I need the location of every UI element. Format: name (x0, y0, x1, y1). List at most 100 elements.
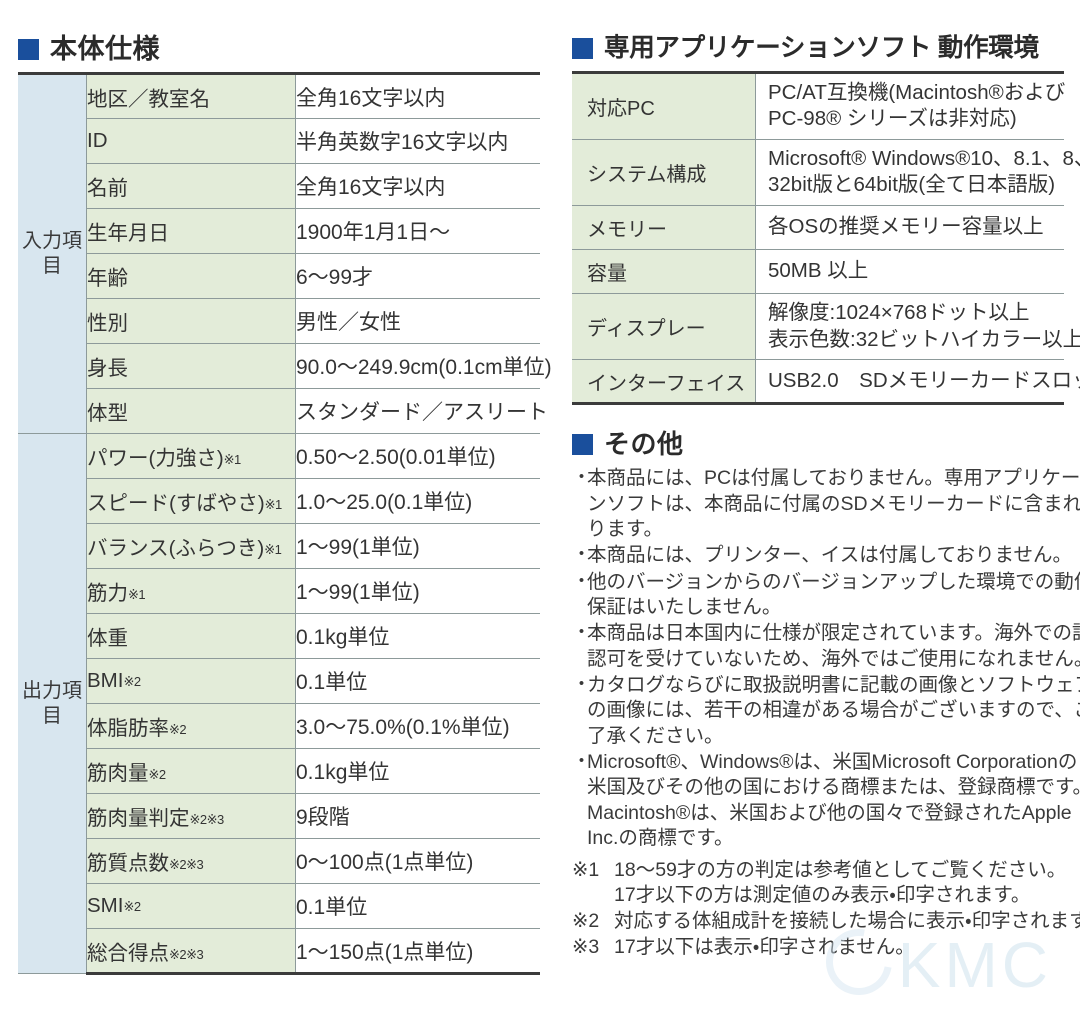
other-heading-text: その他 (604, 429, 684, 460)
row-group-output: 出力項目 (18, 433, 87, 974)
row-value: PC/AT互換機(Macintosh®および PC-98® シリーズは非対応) (755, 70, 1065, 140)
row-value: 0.1単位 (295, 883, 540, 929)
table-row: ディスプレー 解像度:1024×768ドット以上 表示色数:32ビットハイカラー… (572, 293, 1080, 361)
blue-square-marker-icon (572, 433, 593, 455)
row-value: 全角16文字以内 (295, 72, 540, 119)
row-label: 筋肉量判定※2※3 (86, 793, 296, 839)
table-row: 筋質点数※2※3 0〜100点(1点単位) (18, 838, 540, 884)
table-row: 生年月日 1900年1月1日〜 (18, 208, 540, 254)
table-row: 体型 スタンダード／アスリート (18, 388, 548, 434)
row-value: 全角16文字以内 (295, 163, 540, 209)
blue-square-marker-icon (18, 39, 39, 60)
row-group-input: 入力項目 (18, 72, 87, 434)
table-row: メモリー 各OSの推奨メモリー容量以上 (572, 205, 1064, 251)
row-value: 男性／女性 (295, 298, 540, 344)
app-env-table-body: 対応PC PC/AT互換機(Macintosh®および PC-98® シリーズは… (572, 70, 1080, 406)
row-label: メモリー (572, 205, 756, 251)
table-row: 体脂肪率※2 3.0〜75.0%(0.1%単位) (18, 703, 540, 749)
table-row: 年齢 6〜99才 (18, 253, 540, 299)
table-row: バランス(ふらつき)※1 1〜99(1単位) (18, 523, 540, 569)
bullet-dot-icon: ・ (572, 570, 592, 592)
blue-square-marker-icon (572, 38, 593, 60)
list-item: ・ 他のバージョンからのバージョンアップした環境での動作 保証はいたしません。 (572, 570, 1080, 621)
row-value: 3.0〜75.0%(0.1%単位) (295, 703, 540, 749)
row-value: 0.1kg単位 (295, 748, 540, 794)
row-label: 年齢 (86, 253, 296, 299)
list-item-text: 本商品には、プリンター、イスは付属しておりません。 (587, 544, 1072, 567)
app-env-heading-text: 専用アプリケーションソフト 動作環境 (604, 34, 1039, 62)
row-label: 筋肉量※2 (86, 748, 296, 794)
app-env-heading: 専用アプリケーションソフト 動作環境 (572, 34, 1064, 62)
row-label: スピード(すばやさ)※1 (86, 478, 296, 524)
table-row: インターフェイス USB2.0 SDメモリーカードスロット (572, 359, 1080, 406)
table-row: 出力項目 パワー(力強さ)※1 0.50〜2.50(0.01単位) (18, 433, 540, 974)
table-row: SMI※2 0.1単位 (18, 883, 540, 929)
table-row: 性別 男性／女性 (18, 298, 540, 344)
row-value: USB2.0 SDメモリーカードスロット (755, 359, 1080, 406)
bullet-dot-icon: ・ (572, 544, 592, 566)
row-value: 1〜99(1単位) (295, 523, 540, 569)
app-env-section: 専用アプリケーションソフト 動作環境 対応PC PC/AT互換機(Macinto… (572, 34, 1080, 960)
row-group-input-label: 入力項目 (22, 230, 82, 277)
footnote-text: 18〜59才の方の判定は参考値としてご覧ください。 17才以下の方は測定値のみ表… (614, 858, 1067, 907)
other-heading: その他 (572, 431, 1064, 457)
footnote-marker: ※1 (572, 858, 600, 881)
table-row: 入力項目 地区／教室名 全角16文字以内 (18, 72, 540, 434)
row-value: 9段階 (295, 793, 540, 839)
list-item-text: 本商品は日本国内に仕様が限定されています。海外での許 認可を受けていないため、海… (587, 622, 1080, 670)
row-value: 0.1単位 (295, 658, 540, 704)
row-value: 90.0〜249.9cm(0.1cm単位) (295, 343, 552, 389)
row-value: 0〜100点(1点単位) (295, 838, 540, 884)
footnote-item: ※1 18〜59才の方の判定は参考値としてご覧ください。 17才以下の方は測定値… (572, 858, 1067, 909)
row-label: 総合得点※2※3 (86, 928, 296, 975)
row-value: スタンダード／アスリート (295, 388, 548, 434)
bullet-dot-icon: ・ (572, 751, 592, 773)
list-item: ・ 本商品は日本国内に仕様が限定されています。海外での許 認可を受けていないため… (572, 621, 1080, 672)
table-row: 名前 全角16文字以内 (18, 163, 540, 209)
bullet-dot-icon: ・ (572, 622, 592, 644)
table-row: 容量 50MB 以上 (572, 249, 1064, 295)
app-env-table: 対応PC PC/AT互換機(Macintosh®および PC-98® シリーズは… (572, 70, 1080, 406)
row-label: 生年月日 (86, 208, 296, 254)
list-item-text: Microsoft®、Windows®は、米国Microsoft Corpora… (587, 751, 1080, 850)
row-label: SMI※2 (86, 883, 296, 929)
other-section: その他 ・ 本商品には、PCは付属しておりません。専用アプリケーショ ンソフトは… (572, 431, 1080, 960)
table-row: 筋力※1 1〜99(1単位) (18, 568, 540, 614)
row-label: ディスプレー (572, 293, 756, 361)
list-item: ・ カタログならびに取扱説明書に記載の画像とソフトウェア の画像には、若干の相違… (572, 673, 1080, 749)
row-group-output-label: 出力項目 (22, 679, 82, 727)
list-item-text: カタログならびに取扱説明書に記載の画像とソフトウェア の画像には、若干の相違があ… (587, 674, 1080, 747)
table-row: 総合得点※2※3 1〜150点(1点単位) (18, 928, 540, 975)
list-item-text: 本商品には、PCは付属しておりません。専用アプリケーショ ンソフトは、本商品に付… (587, 467, 1080, 541)
row-label: ID (86, 118, 296, 164)
row-value: 0.1kg単位 (295, 613, 540, 659)
table-row: 体重 0.1kg単位 (18, 613, 540, 659)
row-value: 半角英数字16文字以内 (295, 118, 540, 164)
row-label: 筋質点数※2※3 (86, 838, 296, 884)
row-value: 1〜99(1単位) (295, 568, 540, 614)
row-value: 50MB 以上 (755, 249, 1064, 295)
table-row: 筋肉量判定※2※3 9段階 (18, 793, 540, 839)
row-value: 1900年1月1日〜 (295, 208, 540, 254)
list-item: ・ 本商品には、PCは付属しておりません。専用アプリケーショ ンソフトは、本商品… (572, 466, 1080, 542)
row-label: 筋力※1 (86, 568, 296, 614)
row-value: 各OSの推奨メモリー容量以上 (755, 205, 1064, 251)
main-spec-heading-text: 本体仕様 (50, 34, 160, 64)
row-label: 名前 (86, 163, 296, 209)
row-label: 性別 (86, 298, 296, 344)
row-value: 1.0〜25.0(0.1単位) (295, 478, 540, 524)
table-row: 対応PC PC/AT互換機(Macintosh®および PC-98® シリーズは… (572, 70, 1065, 140)
row-label: BMI※2 (86, 658, 296, 704)
bullet-dot-icon: ・ (572, 467, 592, 489)
table-row: 身長 90.0〜249.9cm(0.1cm単位) (18, 343, 552, 389)
row-label: パワー(力強さ)※1 (86, 433, 296, 479)
row-label: 容量 (572, 249, 756, 295)
table-row: ID 半角英数字16文字以内 (18, 118, 540, 164)
row-label: 体重 (86, 613, 296, 659)
main-spec-table: 入力項目 地区／教室名 全角16文字以内 ID 半角英数字16文字以内 名前 全… (18, 72, 552, 975)
row-label: バランス(ふらつき)※1 (86, 523, 296, 569)
main-spec-table-body: 入力項目 地区／教室名 全角16文字以内 ID 半角英数字16文字以内 名前 全… (18, 72, 552, 975)
table-row: 筋肉量※2 0.1kg単位 (18, 748, 540, 794)
other-bullet-list: ・ 本商品には、PCは付属しておりません。専用アプリケーショ ンソフトは、本商品… (572, 466, 1080, 851)
row-label: 体型 (86, 388, 296, 434)
